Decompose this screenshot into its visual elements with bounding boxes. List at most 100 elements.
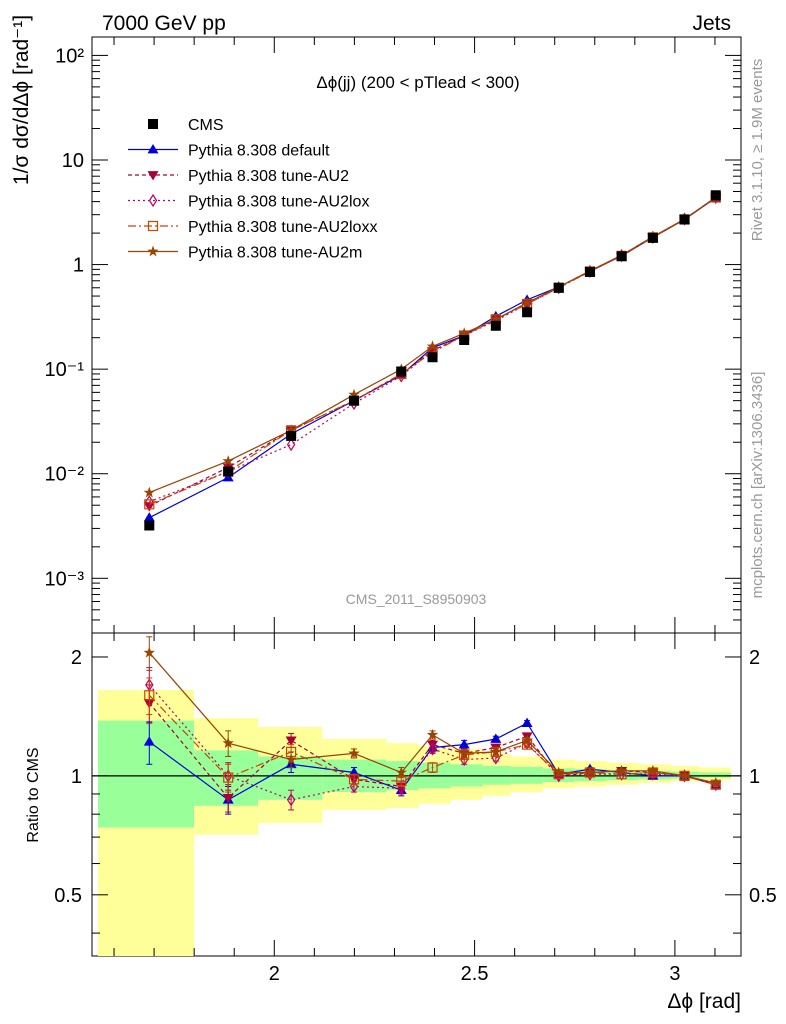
x-tick-label: 2 bbox=[269, 963, 280, 985]
series-point bbox=[286, 437, 296, 452]
ratio-point bbox=[458, 747, 470, 759]
series-point bbox=[426, 340, 439, 352]
legend-marker bbox=[148, 119, 158, 129]
ratio-point bbox=[285, 736, 297, 746]
cms-data-point bbox=[459, 335, 470, 346]
series-line bbox=[149, 197, 717, 505]
cms-data-point bbox=[427, 352, 438, 363]
main-panel: 10⁻³ 10⁻² 10⁻¹ 1 10 10² Δϕ(jj) (200 < pTlead … bbox=[10, 15, 742, 634]
main-y-tick-label: 10 bbox=[62, 150, 84, 172]
main-y-tick-label: 10² bbox=[55, 45, 84, 67]
watermark: CMS_2011_S8950903 bbox=[346, 591, 487, 607]
ratio-point bbox=[143, 646, 155, 658]
band-green bbox=[698, 772, 731, 778]
legend-label: Pythia 8.308 tune-AU2m bbox=[188, 245, 362, 262]
cms-data-point bbox=[349, 395, 360, 406]
main-y-tick-label: 10⁻³ bbox=[45, 568, 85, 590]
ratio-point bbox=[710, 776, 722, 788]
cms-data-point bbox=[584, 266, 595, 277]
ratio-point bbox=[584, 766, 596, 778]
series-point bbox=[348, 388, 360, 400]
legend-label: Pythia 8.308 default bbox=[188, 143, 330, 160]
legend-label: Pythia 8.308 tune-AU2lox bbox=[188, 194, 369, 211]
legend-marker bbox=[147, 144, 159, 154]
ratio-point bbox=[427, 762, 438, 773]
cms-data-point bbox=[522, 307, 533, 318]
ratio-point bbox=[428, 742, 437, 756]
ratio-point bbox=[222, 737, 234, 748]
cms-data-point bbox=[647, 232, 658, 243]
ratio-y-tick-label: 0.5 bbox=[54, 885, 82, 907]
ratio-uncertainty-bands bbox=[98, 689, 731, 956]
cms-data-point bbox=[396, 366, 407, 377]
legend-marker bbox=[147, 245, 159, 257]
ratio-point bbox=[426, 728, 439, 740]
series-point bbox=[285, 424, 297, 436]
ratio-point bbox=[678, 769, 691, 781]
header-right: Jets bbox=[692, 12, 731, 35]
ratio-series-line bbox=[148, 694, 716, 786]
ratio-y-tick-label: 2 bbox=[71, 647, 82, 669]
series-point bbox=[144, 499, 155, 510]
series-point bbox=[143, 486, 155, 498]
ratio-point bbox=[458, 739, 470, 749]
ratio-point bbox=[286, 793, 296, 807]
cms-data-point bbox=[616, 251, 627, 262]
legend-label: Pythia 8.308 tune-AU2 bbox=[188, 168, 349, 185]
side-label-bottom: mcplots.cern.ch [arXiv:1306.3436] bbox=[749, 372, 766, 599]
ratio-point bbox=[395, 766, 407, 778]
ratio-point bbox=[521, 717, 533, 727]
cms-data-point bbox=[679, 214, 690, 225]
ratio-point bbox=[348, 774, 360, 785]
legend: CMS Pythia 8.308 default Pythia 8.308 tune… bbox=[128, 117, 377, 262]
band-green bbox=[510, 766, 543, 784]
ratio-point bbox=[490, 733, 502, 743]
header-left: 7000 GeV pp bbox=[102, 12, 226, 35]
ratio-point bbox=[553, 766, 565, 778]
ratio-point bbox=[615, 764, 628, 776]
series-point bbox=[490, 313, 502, 325]
legend-marker bbox=[147, 171, 159, 181]
ratio-series bbox=[143, 636, 722, 815]
series-point bbox=[521, 296, 533, 308]
series-point bbox=[222, 455, 234, 466]
cms-data-point bbox=[144, 520, 155, 531]
main-title: Δϕ(jj) (200 < pTlead < 300) bbox=[316, 73, 519, 92]
legend-marker bbox=[148, 193, 158, 208]
legend-label: Pythia 8.308 tune-AU2loxx bbox=[188, 219, 377, 236]
main-y-tick-label: 10⁻¹ bbox=[45, 359, 85, 381]
ratio-y-tick-label: 1 bbox=[71, 766, 82, 788]
ratio-point bbox=[223, 772, 234, 783]
main-series bbox=[143, 190, 722, 531]
main-y-axis-label: 1/σ dσ/dΔϕ [rad⁻¹] bbox=[10, 15, 33, 185]
cms-data-point bbox=[490, 320, 501, 331]
ratio-panel: 0.5 0.5 1 1 2 2 2 2.5 3 Ratio to CMS Δϕ [rad] bbox=[25, 632, 777, 1013]
ratio-point bbox=[144, 690, 155, 701]
ratio-point bbox=[348, 747, 360, 759]
cms-data-point bbox=[286, 430, 297, 441]
x-tick-label: 3 bbox=[669, 963, 680, 985]
main-y-tick-label: 1 bbox=[73, 255, 84, 277]
series-point bbox=[458, 327, 470, 339]
ratio-point bbox=[490, 745, 502, 757]
ratio-point bbox=[521, 734, 533, 746]
ratio-y-tick-label-right: 2 bbox=[749, 647, 760, 669]
band-green bbox=[98, 720, 195, 828]
ratio-y-axis-label: Ratio to CMS bbox=[25, 747, 42, 842]
ratio-point bbox=[222, 793, 234, 804]
x-tick-label: 2.5 bbox=[461, 963, 489, 985]
cms-data-point bbox=[223, 466, 234, 477]
ratio-ticks: 0.5 0.5 1 1 2 2 2 2.5 3 bbox=[54, 633, 777, 985]
ratio-point bbox=[143, 736, 155, 746]
main-y-tick-label: 10⁻² bbox=[45, 464, 85, 486]
ratio-y-tick-label-right: 0.5 bbox=[749, 885, 777, 907]
side-label-top: Rivet 3.1.10, ≥ 1.9M events bbox=[749, 59, 766, 242]
x-axis-label: Δϕ [rad] bbox=[667, 990, 741, 1013]
ratio-point bbox=[647, 764, 659, 776]
legend-label: CMS bbox=[188, 117, 224, 134]
series-point bbox=[143, 512, 155, 522]
legend-marker bbox=[147, 220, 159, 232]
cms-data-point bbox=[553, 282, 564, 293]
cms-data-point bbox=[710, 190, 721, 201]
